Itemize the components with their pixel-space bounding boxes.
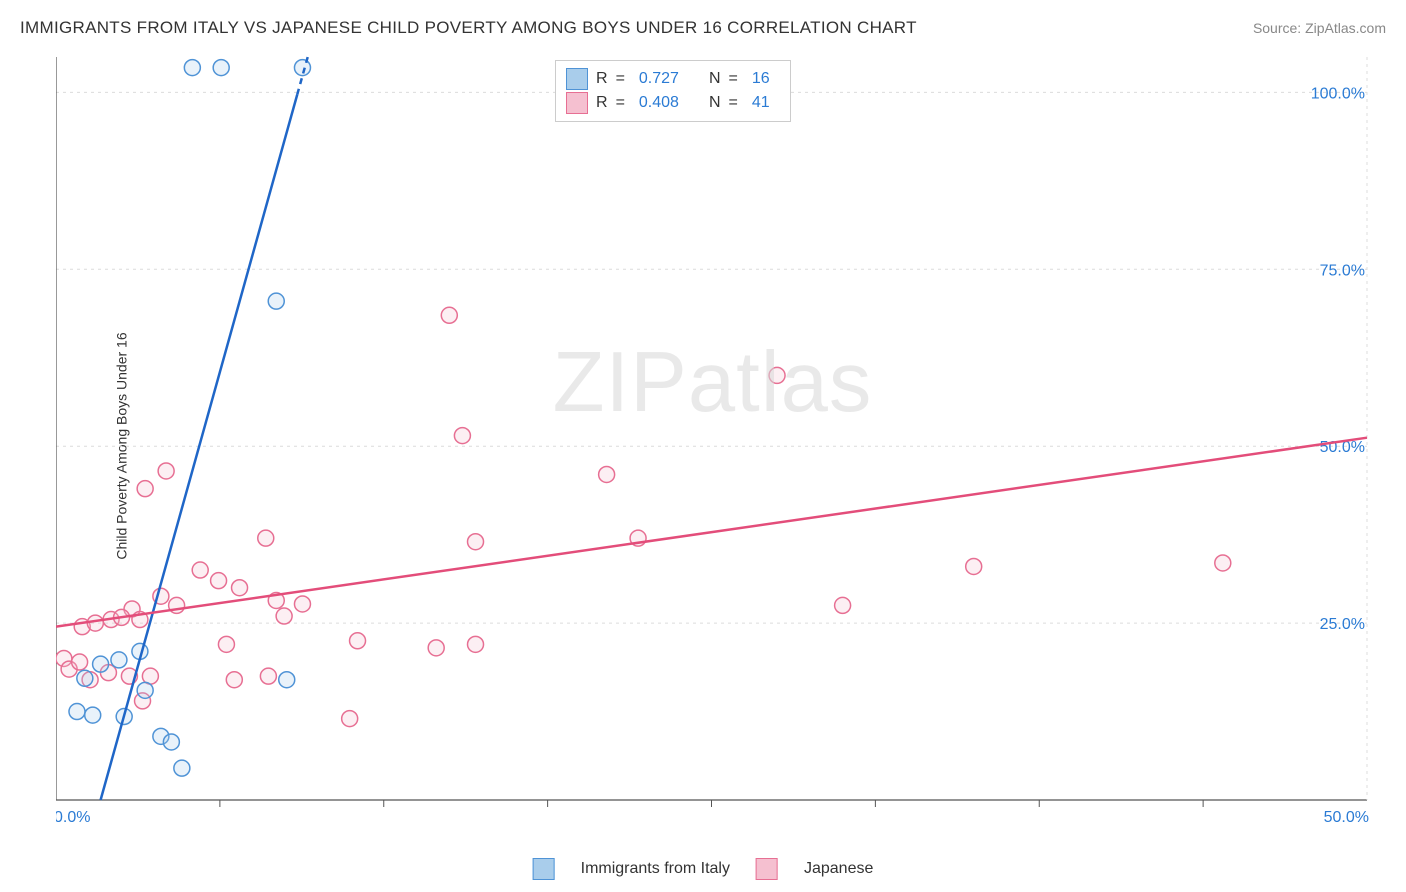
legend-swatch-2 <box>756 858 778 880</box>
title-bar: IMMIGRANTS FROM ITALY VS JAPANESE CHILD … <box>20 18 1386 38</box>
stats-legend: R = 0.727 N = 16 R = 0.408 N = 41 <box>555 60 791 122</box>
svg-text:75.0%: 75.0% <box>1320 262 1365 279</box>
legend-label-2: Japanese <box>804 860 873 878</box>
n-value-1: 16 <box>752 67 770 91</box>
source-label: Source: ZipAtlas.com <box>1253 20 1386 36</box>
r-label-1: R <box>596 67 608 91</box>
source-name: ZipAtlas.com <box>1305 20 1386 36</box>
legend-label-1: Immigrants from Italy <box>581 860 730 878</box>
source-prefix: Source: <box>1253 20 1305 36</box>
chart-title: IMMIGRANTS FROM ITALY VS JAPANESE CHILD … <box>20 18 917 38</box>
swatch-series2 <box>566 92 588 114</box>
plot-area: ZIPatlas 25.0%50.0%75.0%100.0%0.0%50.0% <box>56 55 1369 835</box>
stats-row-series2: R = 0.408 N = 41 <box>566 91 776 115</box>
svg-text:0.0%: 0.0% <box>56 809 90 826</box>
n-value-2: 41 <box>752 91 770 115</box>
r-value-1: 0.727 <box>639 67 679 91</box>
n-label-2: N <box>709 91 721 115</box>
eq-1a: = <box>616 67 625 91</box>
legend-swatch-1 <box>533 858 555 880</box>
n-label-1: N <box>709 67 721 91</box>
svg-text:50.0%: 50.0% <box>1324 809 1369 826</box>
r-label-2: R <box>596 91 608 115</box>
swatch-series1 <box>566 68 588 90</box>
eq-2a: = <box>616 91 625 115</box>
watermark: ZIPatlas <box>553 334 873 432</box>
r-value-2: 0.408 <box>639 91 679 115</box>
eq-2b: = <box>729 91 738 115</box>
stats-row-series1: R = 0.727 N = 16 <box>566 67 776 91</box>
eq-1b: = <box>729 67 738 91</box>
svg-text:25.0%: 25.0% <box>1320 616 1365 633</box>
chart-svg: 25.0%50.0%75.0%100.0%0.0%50.0% <box>56 55 1369 835</box>
series-legend: Immigrants from Italy Japanese <box>533 858 874 880</box>
svg-text:100.0%: 100.0% <box>1311 85 1365 102</box>
